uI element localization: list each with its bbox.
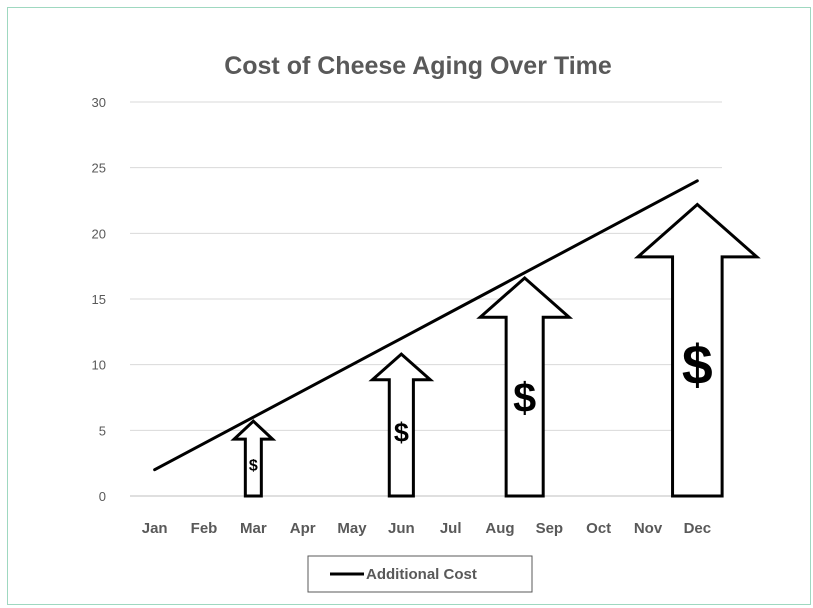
x-tick-label: Feb xyxy=(191,520,218,537)
x-tick-label: Jul xyxy=(440,520,462,537)
y-tick-label: 0 xyxy=(99,489,106,504)
legend-label: Additional Cost xyxy=(366,566,477,583)
legend: Additional Cost xyxy=(307,555,533,593)
x-axis-ticks: Jan Feb Mar Apr May Jun Jul Aug Sep Oct Nov Dec xyxy=(142,520,711,537)
x-tick-label: May xyxy=(337,520,367,537)
legend-box xyxy=(307,555,533,593)
chart-title: Cost of Cheese Aging Over Time xyxy=(224,52,612,80)
x-tick-label: Oct xyxy=(586,520,611,537)
x-tick-label: Jun xyxy=(388,520,415,537)
y-tick-label: 30 xyxy=(92,95,106,110)
x-tick-label: Dec xyxy=(684,520,712,537)
dollar-sign: $ xyxy=(394,417,409,447)
cost-arrow xyxy=(476,275,574,498)
cost-arrow xyxy=(368,352,435,498)
x-tick-label: Apr xyxy=(290,520,316,537)
dollar-sign: $ xyxy=(249,457,258,474)
cost-arrow xyxy=(230,419,277,498)
x-tick-label: Sep xyxy=(536,520,564,537)
y-tick-label: 25 xyxy=(92,161,106,176)
y-tick-label: 15 xyxy=(92,292,106,307)
cost-arrow xyxy=(633,202,761,498)
dollar-sign: $ xyxy=(513,375,536,421)
y-tick-label: 20 xyxy=(92,226,106,241)
series-lines xyxy=(153,179,699,472)
x-tick-label: Jan xyxy=(142,520,168,537)
x-tick-label: Mar xyxy=(240,520,267,537)
y-tick-label: 5 xyxy=(99,423,106,438)
x-tick-label: Aug xyxy=(485,520,514,537)
x-tick-label: Nov xyxy=(634,520,663,537)
y-axis-ticks: 0 5 10 15 20 25 30 xyxy=(92,95,106,504)
dollar-sign: $ xyxy=(682,334,713,396)
series-line xyxy=(153,179,699,472)
y-tick-label: 10 xyxy=(92,358,106,373)
cost-arrows: $ $ $ $ xyxy=(230,202,761,498)
